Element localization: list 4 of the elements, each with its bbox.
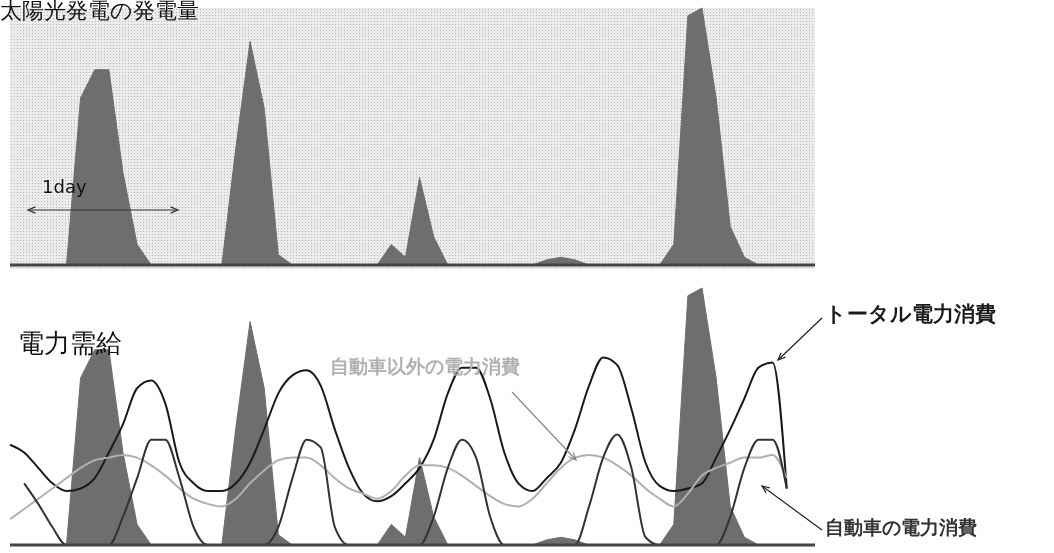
text: 電力需給 [18,328,122,358]
text: トータル電力消費 [825,302,996,326]
text: 自動車の電力消費 [825,516,977,538]
chart-title: 太陽光発電の発電量 [0,0,199,23]
